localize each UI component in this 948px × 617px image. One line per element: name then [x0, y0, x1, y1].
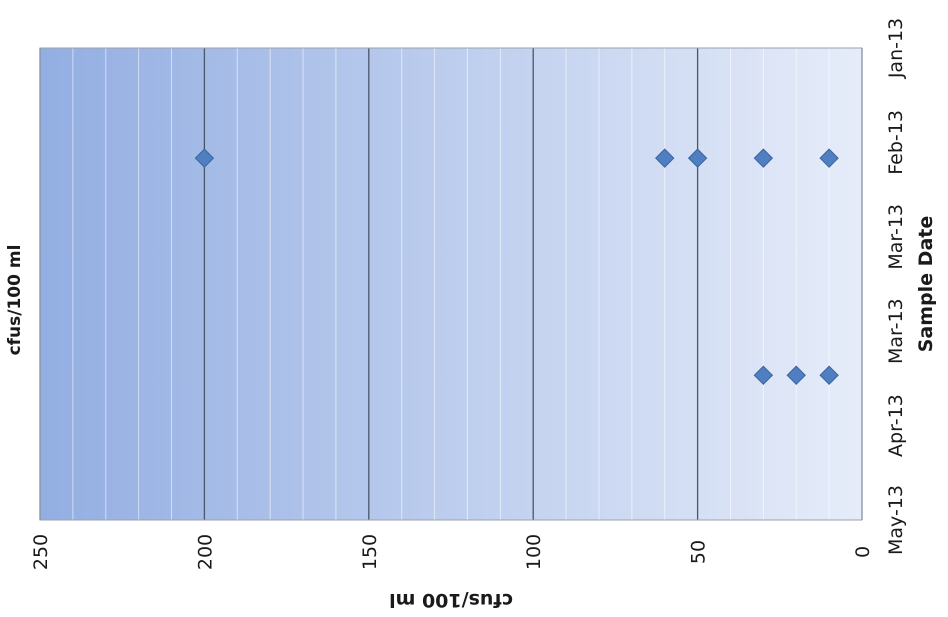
data-point: [655, 148, 675, 168]
x-tick-label: Jan-13: [885, 18, 907, 79]
x-tick-label: Mar-13: [885, 298, 907, 364]
y-tick-label: 50: [688, 540, 710, 564]
plot-area: [40, 48, 862, 520]
x-axis-tick-labels: Jan-13 Feb-13 Mar-13 Mar-13 Apr-13 May-13: [885, 18, 907, 555]
x-tick-label: Mar-13: [885, 204, 907, 270]
y-tick-label: 200: [194, 534, 216, 570]
x-axis-title: Sample Date: [915, 216, 937, 352]
data-point: [194, 148, 215, 168]
y-axis-title: cfus/100 ml: [389, 589, 513, 611]
data-point: [753, 365, 774, 385]
x-tick-label: May-13: [885, 485, 907, 555]
y-tick-label: 100: [523, 534, 545, 570]
x-tick-label: Apr-13: [885, 394, 907, 457]
x-tick-label: Feb-13: [885, 110, 907, 175]
data-markers: [194, 148, 839, 385]
minor-gridlines: [72, 48, 830, 520]
y-tick-label: 250: [30, 534, 52, 570]
y-axis-tick-labels: 250 200 150 100 50 0: [30, 534, 874, 570]
y-tick-label: 0: [852, 546, 874, 558]
chart-title: cfus/100 ml: [5, 245, 25, 356]
y-tick-label: 150: [359, 534, 381, 570]
plot-border: [39, 47, 863, 521]
data-point: [687, 148, 708, 168]
data-point: [786, 365, 806, 385]
data-point: [753, 148, 774, 168]
data-point: [819, 148, 839, 168]
data-point: [819, 365, 839, 385]
